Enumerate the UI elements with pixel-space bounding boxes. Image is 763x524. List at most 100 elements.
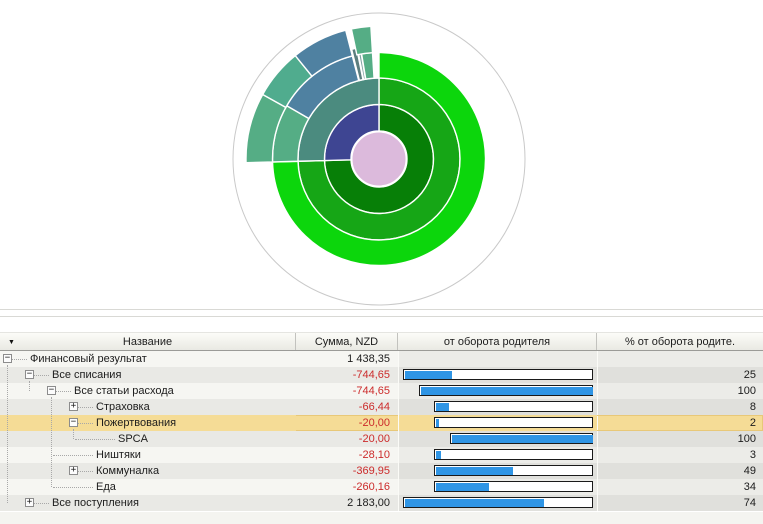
tree-connector [12,358,27,360]
parent-share-pct-cell: 8 [597,399,763,415]
collapse-icon[interactable]: − [69,417,78,427]
collapse-icon[interactable]: − [47,385,56,395]
progress-bar-fill [452,435,593,443]
splitter-line-2[interactable] [0,316,763,317]
expand-icon[interactable]: + [69,401,78,411]
expand-icon[interactable]: + [25,497,34,507]
sum-cell: -744,65 [296,367,398,383]
collapse-icon[interactable]: − [3,353,12,363]
parent-share-bar-cell [398,447,597,463]
column-header-name-label: Название [122,335,173,348]
tree-connector [78,406,93,408]
parent-share-pct-cell: 100 [597,431,763,447]
parent-share-bar-cell [398,495,597,511]
table-body: − Финансовый результат 1 438,35 − Все списан… [0,351,763,511]
expand-icon[interactable]: + [69,465,78,475]
splitter-line-1[interactable] [0,309,763,310]
name-cell: + Все поступления [0,495,296,511]
chart-segment-поступления-ring3[interactable] [271,51,487,267]
table-row-3[interactable]: − Все статьи расхода -744,65 100 [0,383,763,399]
sum-cell: -20,00 [296,415,398,431]
progress-bar-fill [405,499,544,507]
progress-bar-fill [421,387,593,395]
chart-segment-коммуналка-дети-2[interactable] [294,29,354,78]
parent-share-pct-cell: 2 [597,415,763,431]
table-row-8[interactable]: + Коммуналка -369,95 49 [0,463,763,479]
progress-bar-fill [436,419,439,427]
table-row-1[interactable]: − Финансовый результат 1 438,35 [0,351,763,367]
sum-cell: -20,00 [296,431,398,447]
parent-share-pct-cell: 100 [597,383,763,399]
row-name-label: Еда [96,481,116,493]
table-row-4[interactable]: + Страховка -66,44 8 [0,399,763,415]
tree-guide-line [7,365,9,503]
tree-guide-line [29,381,31,391]
parent-share-bar-cell [398,383,597,399]
parent-share-bar-cell [398,367,597,383]
row-name-label: Ништяки [96,449,141,461]
parent-share-bar-cell [398,399,597,415]
table-row-9[interactable]: Еда -260,16 34 [0,479,763,495]
tree-connector [34,502,49,504]
sum-cell: -28,10 [296,447,398,463]
progress-bar-fill [436,467,513,475]
column-header-parent-share-pct[interactable]: % от оборота родите. [624,335,736,348]
table-footer-space [0,512,763,524]
progress-bar [434,449,593,460]
tree-connector [53,454,93,456]
table-row-2[interactable]: − Все списания -744,65 25 [0,367,763,383]
filter-dropdown-icon[interactable]: ▼ [8,339,15,346]
parent-share-pct-cell: 3 [597,447,763,463]
chart-center-circle[interactable] [350,130,408,188]
progress-bar-fill [436,483,489,491]
sum-cell: -66,44 [296,399,398,415]
parent-share-bar-cell [398,463,597,479]
progress-bar [434,401,593,412]
progress-bar-fill [405,371,452,379]
row-name-label: Коммуналка [96,465,160,477]
sunburst-chart-area [0,0,763,308]
name-cell: + Страховка [0,399,296,415]
collapse-icon[interactable]: − [25,369,34,379]
parent-share-pct-cell: 49 [597,463,763,479]
column-header-name[interactable]: ▼ Название [0,333,296,350]
table-row-6[interactable]: SPCA -20,00 100 [0,431,763,447]
row-name-label: Пожертвования [96,417,177,429]
parent-share-bar-cell [398,479,597,495]
row-name-label: SPCA [118,433,148,445]
tree-connector [34,374,49,376]
report-table: ▼ Название Сумма, NZD от оборота родител… [0,332,763,511]
name-cell: Еда [0,479,296,495]
parent-share-bar-cell [398,415,597,431]
progress-bar-fill [436,451,441,459]
progress-bar [450,433,593,444]
name-cell: − Пожертвования [0,415,296,431]
table-header-row: ▼ Название Сумма, NZD от оборота родител… [0,332,763,351]
table-row-10[interactable]: + Все поступления 2 183,00 74 [0,495,763,511]
column-header-parent-share-bar[interactable]: от оборота родителя [398,333,597,350]
sunburst-chart[interactable] [0,0,763,308]
name-cell: SPCA [0,431,296,447]
sum-cell: 2 183,00 [296,495,398,511]
progress-bar [403,497,593,508]
parent-share-bar-cell [398,431,597,447]
tree-guide-line [73,429,75,439]
column-header-sum[interactable]: Сумма, NZD [296,333,398,350]
parent-share-bar-cell [398,351,597,367]
progress-bar [434,465,593,476]
sum-cell: -369,95 [296,463,398,479]
name-cell: − Финансовый результат [0,351,296,367]
sum-cell: 1 438,35 [296,351,398,367]
name-cell: − Все списания [0,367,296,383]
chart-segment-spca[interactable] [350,25,374,56]
row-name-label: Все списания [52,369,122,381]
sum-cell: -260,16 [296,479,398,495]
table-row-5[interactable]: − Пожертвования -20,00 2 [0,415,763,431]
tree-guide-line [51,397,53,487]
table-row-7[interactable]: Ништяки -28,10 3 [0,447,763,463]
parent-share-pct-cell: 25 [597,367,763,383]
tree-connector [75,438,115,440]
tree-connector [78,422,93,424]
row-name-label: Все статьи расхода [74,385,174,397]
